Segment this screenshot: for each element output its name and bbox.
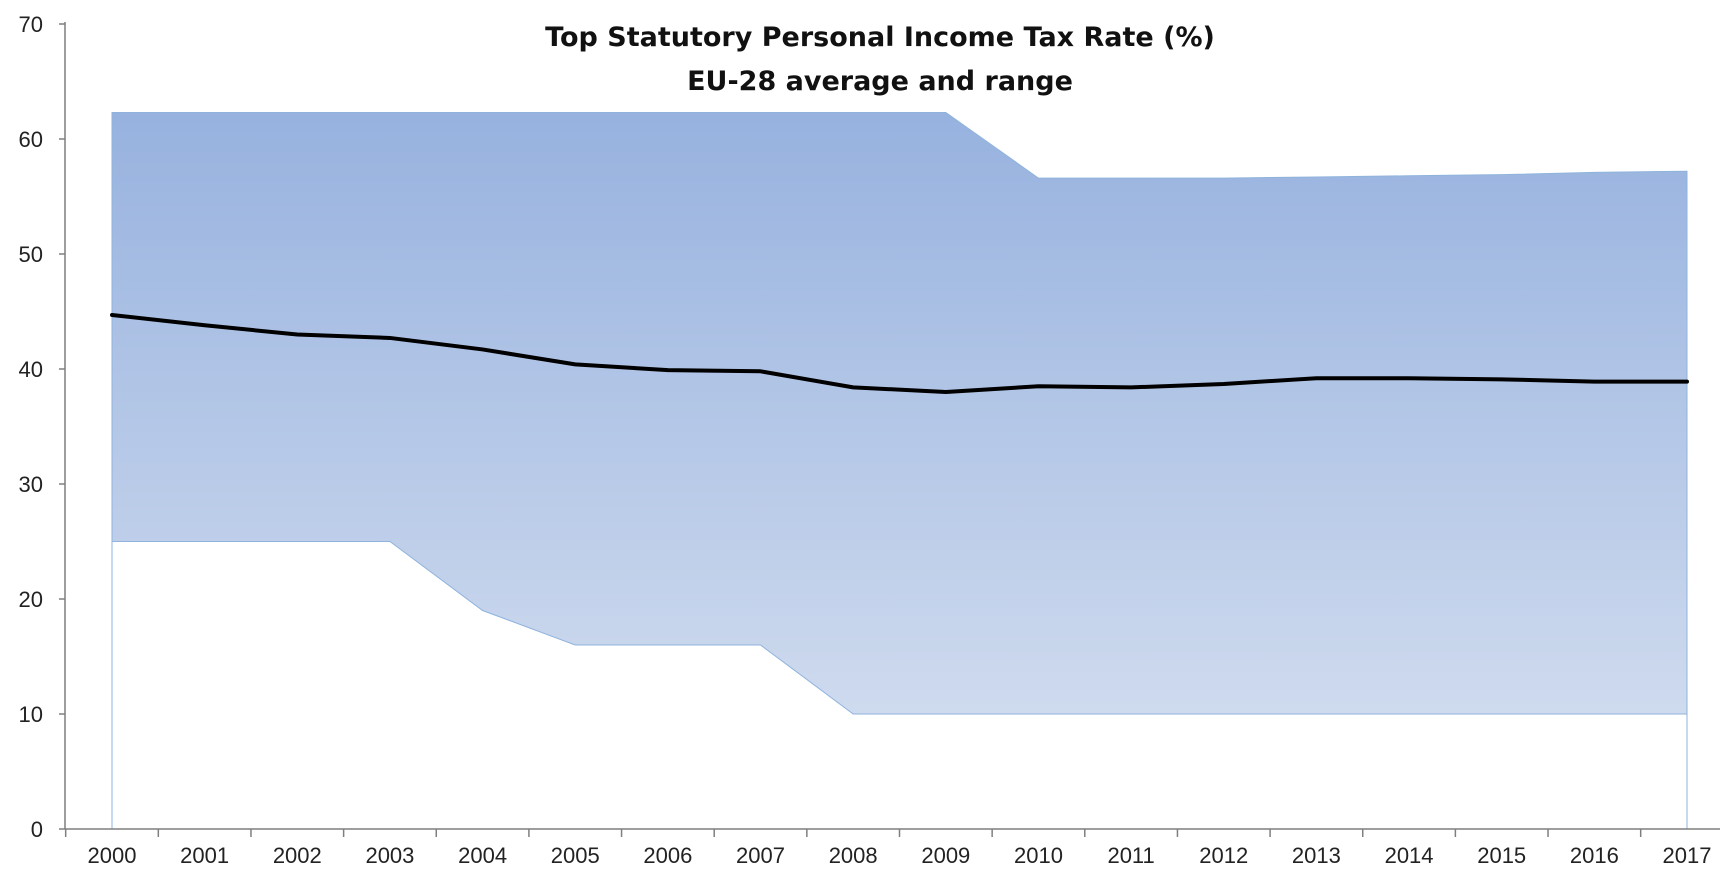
x-tick-label: 2005 — [551, 843, 600, 868]
x-tick-label: 2016 — [1570, 843, 1619, 868]
x-tick-label: 2004 — [458, 843, 507, 868]
x-tick-label: 2013 — [1292, 843, 1341, 868]
range-layer — [111, 112, 1688, 829]
x-tick-label: 2015 — [1477, 843, 1526, 868]
x-tick-label: 2017 — [1663, 843, 1712, 868]
x-tick-label: 2014 — [1385, 843, 1434, 868]
y-tick-label: 70 — [19, 12, 43, 37]
x-tick-label: 2001 — [180, 843, 229, 868]
x-tick-label: 2000 — [88, 843, 137, 868]
y-tick-label: 20 — [19, 587, 43, 612]
y-tick-label: 60 — [19, 127, 43, 152]
x-tick-label: 2008 — [829, 843, 878, 868]
range-band — [111, 112, 1688, 829]
axes-layer: 0 10 20 30 40 50 60 70 2000 2001 2002 2003 2004 2005 2… — [19, 12, 1720, 868]
x-tick-label: 2009 — [921, 843, 970, 868]
y-tick-label: 30 — [19, 472, 43, 497]
average-line — [110, 312, 1689, 394]
y-tick-label: 40 — [19, 357, 43, 382]
x-tick-label: 2003 — [365, 843, 414, 868]
average-layer — [110, 312, 1689, 394]
x-tick-label: 2002 — [273, 843, 322, 868]
titles-layer: Top Statutory Personal Income Tax Rate (… — [545, 22, 1215, 97]
chart-subtitle: EU-28 average and range — [687, 66, 1073, 97]
x-tick-label: 2007 — [736, 843, 785, 868]
y-tick-label: 50 — [19, 242, 43, 267]
chart-title: Top Statutory Personal Income Tax Rate (… — [545, 22, 1215, 53]
x-tick-label: 2006 — [643, 843, 692, 868]
x-tick-label: 2010 — [1014, 843, 1063, 868]
y-tick-label: 0 — [31, 817, 43, 842]
x-tick-label: 2011 — [1107, 843, 1154, 868]
y-tick-label: 10 — [19, 702, 43, 727]
x-tick-label: 2012 — [1199, 843, 1248, 868]
